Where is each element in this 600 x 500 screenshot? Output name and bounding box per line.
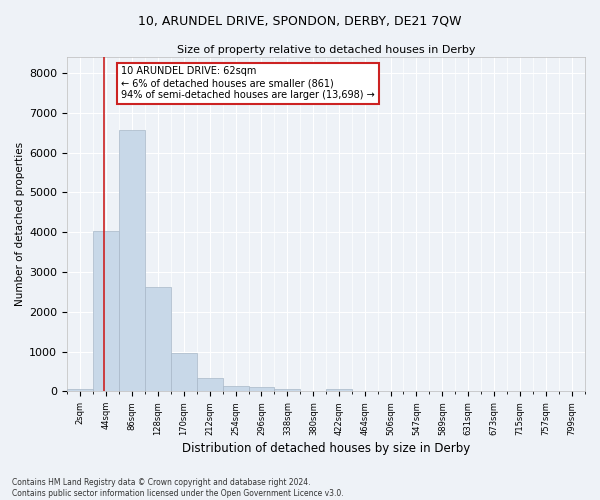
Bar [171,353,197,392]
Bar [93,232,119,392]
X-axis label: Distribution of detached houses by size in Derby: Distribution of detached houses by size … [182,442,470,455]
Bar [326,388,352,392]
Bar [223,386,248,392]
Bar [248,387,274,392]
Y-axis label: Number of detached properties: Number of detached properties [15,142,25,306]
Bar [145,287,171,392]
Bar [197,378,223,392]
Bar [67,388,93,392]
Bar [119,130,145,392]
Text: 10 ARUNDEL DRIVE: 62sqm
← 6% of detached houses are smaller (861)
94% of semi-de: 10 ARUNDEL DRIVE: 62sqm ← 6% of detached… [121,66,375,100]
Text: Contains HM Land Registry data © Crown copyright and database right 2024.
Contai: Contains HM Land Registry data © Crown c… [12,478,344,498]
Bar [274,388,301,392]
Text: 10, ARUNDEL DRIVE, SPONDON, DERBY, DE21 7QW: 10, ARUNDEL DRIVE, SPONDON, DERBY, DE21 … [138,15,462,28]
Title: Size of property relative to detached houses in Derby: Size of property relative to detached ho… [177,45,475,55]
